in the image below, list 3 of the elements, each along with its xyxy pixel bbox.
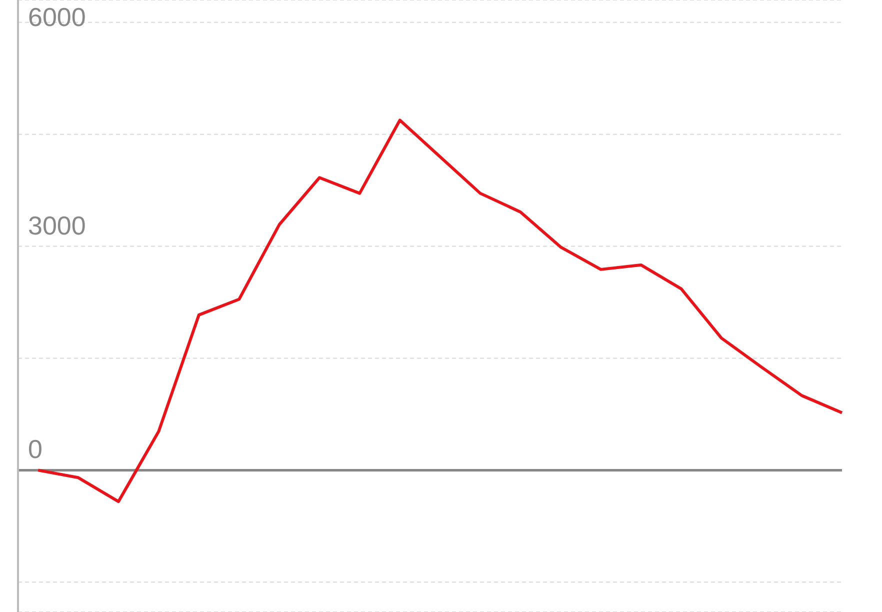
y-tick-label: 0 xyxy=(28,434,42,464)
y-tick-label: 3000 xyxy=(28,210,86,240)
y-tick-label: 6000 xyxy=(28,2,86,32)
